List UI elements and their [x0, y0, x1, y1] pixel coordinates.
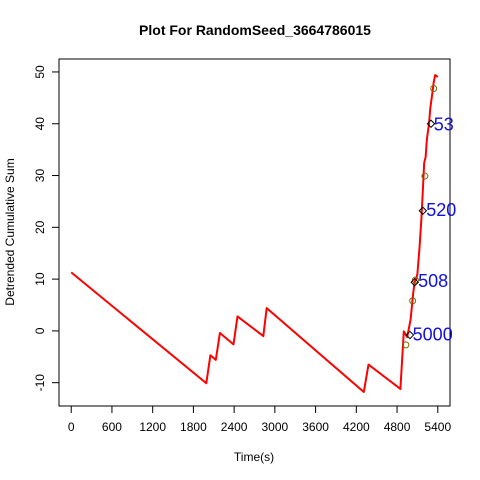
x-tick-label: 4200: [343, 420, 370, 434]
y-tick-label: 30: [33, 169, 47, 183]
point-annotation: 520: [426, 200, 456, 220]
circle-marker: [411, 276, 419, 284]
y-tick-label: 10: [33, 272, 47, 286]
x-axis-label: Time(s): [234, 450, 274, 464]
diamond-marker: [418, 206, 428, 216]
x-tick-label: 4800: [384, 420, 411, 434]
circle-marker: [409, 297, 417, 305]
x-tick-label: 1800: [180, 420, 207, 434]
diamond-marker: [405, 330, 415, 340]
plot-area: 5000 508 520 53: [70, 74, 456, 393]
x-tick-label: 1200: [139, 420, 166, 434]
x-tick-label: 2400: [221, 420, 248, 434]
point-annotation: 508: [418, 271, 448, 291]
x-tick-label: 600: [102, 420, 122, 434]
diamond-marker: [410, 277, 420, 287]
y-axis-label: Detrended Cumulative Sum: [3, 158, 17, 305]
point-annotation: 53: [434, 115, 454, 135]
series-line-0: [70, 74, 439, 393]
circle-marker: [402, 341, 410, 349]
circle-marker: [421, 172, 429, 180]
point-annotation: 5000: [413, 324, 453, 344]
x-axis: 0 600 1200 1800 2400 3000 3600 4200 4800 5400: [68, 405, 451, 434]
circle-marker: [430, 85, 438, 93]
y-tick-label: 50: [33, 65, 47, 79]
x-tick-label: 3000: [262, 420, 289, 434]
y-tick-label: 0: [33, 327, 47, 334]
y-tick-label: 20: [33, 220, 47, 234]
x-tick-label: 5400: [424, 420, 451, 434]
y-tick-label: -10: [33, 374, 47, 392]
x-tick-label: 0: [68, 420, 75, 434]
chart-title: Plot For RandomSeed_3664786015: [139, 22, 371, 38]
plot-frame: [58, 58, 451, 407]
y-tick-label: 40: [33, 117, 47, 131]
y-axis: -10 0 10 20 30 40 50: [33, 65, 60, 392]
x-tick-label: 3600: [302, 420, 329, 434]
diamond-marker: [426, 119, 436, 129]
